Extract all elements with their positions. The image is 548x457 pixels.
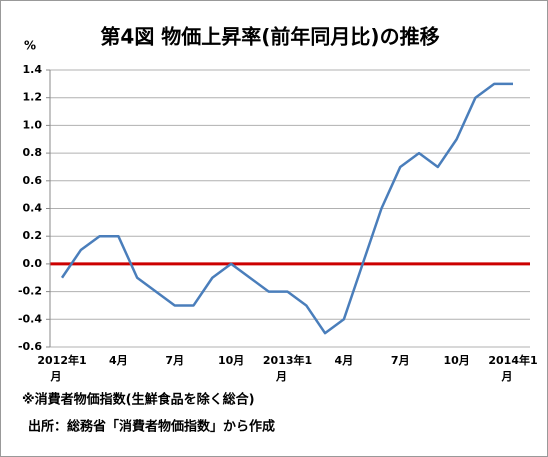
y-unit: % bbox=[24, 39, 36, 53]
y-tick-label: -0.6 bbox=[18, 340, 42, 353]
x-tick-label: 10月 bbox=[218, 354, 244, 367]
y-tick-label: -0.4 bbox=[18, 312, 42, 325]
y-tick-label: 1.0 bbox=[23, 118, 43, 131]
chart-title: 第4図 物価上昇率(前年同月比)の推移 bbox=[100, 25, 439, 49]
y-tick-label: 0.0 bbox=[23, 257, 43, 270]
x-tick-label: 4月 bbox=[335, 354, 354, 367]
y-tick-label: 0.2 bbox=[23, 229, 43, 242]
y-tick-label: 1.4 bbox=[23, 63, 43, 76]
x-tick-label: 2013年1 月 bbox=[263, 353, 312, 383]
x-tick-label: 10月 bbox=[443, 354, 469, 367]
x-tick-label: 7月 bbox=[165, 354, 184, 367]
x-tick-label: 4月 bbox=[109, 354, 128, 367]
note: 出所：総務省「消費者物価指数」から作成 bbox=[28, 419, 275, 435]
x-tick-label: 2012年1 月 bbox=[37, 353, 86, 383]
y-tick-label: 0.6 bbox=[23, 174, 43, 187]
y-tick-label: 0.4 bbox=[23, 202, 43, 215]
y-tick-label: -0.2 bbox=[18, 285, 42, 298]
y-tick-label: 0.8 bbox=[23, 146, 43, 159]
x-tick-label: 7月 bbox=[391, 354, 410, 367]
y-tick-label: 1.2 bbox=[23, 91, 43, 104]
note: ※消費者物価指数(生鮮食品を除く総合) bbox=[22, 392, 255, 408]
x-tick-label: 2014年1 月 bbox=[488, 353, 537, 383]
line-series bbox=[60, 82, 513, 335]
